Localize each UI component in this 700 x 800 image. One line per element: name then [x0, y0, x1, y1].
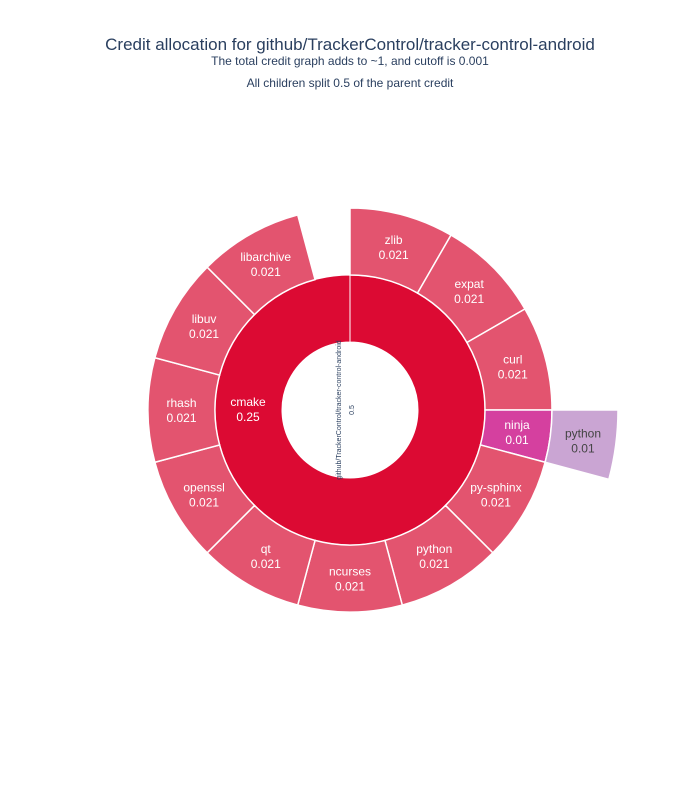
- label-rhash: rhash 0.021: [166, 396, 196, 425]
- label-ninja: ninja 0.01: [504, 418, 530, 447]
- label-curl-value: 0.021: [498, 367, 528, 381]
- segment-rhash[interactable]: [147, 356, 221, 464]
- label-openssl: openssl 0.021: [183, 480, 224, 509]
- label-qt: qt 0.021: [251, 542, 281, 571]
- label-py-sphinx-value: 0.021: [481, 495, 511, 509]
- label-zlib: zlib 0.021: [379, 233, 409, 262]
- label-python-value: 0.021: [419, 557, 449, 571]
- root-segment[interactable]: [282, 342, 418, 478]
- label-qt-value: 0.021: [251, 557, 281, 571]
- label-libuv: libuv 0.021: [189, 312, 219, 341]
- label-libarchive-name: libarchive: [240, 250, 291, 264]
- label-rhash-value: 0.021: [166, 411, 196, 425]
- label-libarchive: libarchive 0.021: [240, 250, 291, 279]
- label-zlib-value: 0.021: [379, 248, 409, 262]
- label-python-name: python: [416, 542, 452, 556]
- label-expat-value: 0.021: [454, 292, 484, 306]
- chart-subtitle-line-2: All children split 0.5 of the parent cre…: [247, 76, 454, 90]
- label-cmake-value: 0.25: [236, 410, 260, 424]
- sunburst-labels: github/TrackerControl/tracker-control-an…: [166, 233, 601, 593]
- label-ncurses: ncurses 0.021: [329, 565, 371, 594]
- label-libuv-name: libuv: [192, 312, 217, 326]
- label-zlib-name: zlib: [385, 233, 403, 247]
- chart-title: Credit allocation for github/TrackerCont…: [105, 35, 595, 54]
- label-rhash-name: rhash: [166, 396, 196, 410]
- label-libuv-value: 0.021: [189, 327, 219, 341]
- label-expat: expat 0.021: [454, 277, 484, 306]
- label-python: python 0.021: [416, 542, 452, 571]
- label-curl: curl 0.021: [498, 352, 528, 381]
- label-expat-name: expat: [454, 277, 484, 291]
- label-openssl-value: 0.021: [189, 495, 219, 509]
- root-label-value: 0.5: [349, 405, 356, 415]
- label-openssl-name: openssl: [183, 480, 224, 494]
- label-python-ninja-child-name: python: [565, 427, 601, 441]
- segment-libarchive[interactable]: [206, 213, 316, 316]
- root-label: github/TrackerControl/tracker-control-an…: [336, 340, 356, 480]
- root-label-name: github/TrackerControl/tracker-control-an…: [336, 340, 343, 480]
- label-python-ninja-child: python 0.01: [565, 427, 601, 456]
- segment-python-ninja-child[interactable]: [544, 409, 619, 481]
- chart-subtitle-line-1: The total credit graph adds to ~1, and c…: [211, 54, 489, 68]
- label-libarchive-value: 0.021: [251, 265, 281, 279]
- label-qt-name: qt: [261, 542, 272, 556]
- label-curl-name: curl: [503, 352, 522, 366]
- label-py-sphinx: py-sphinx 0.021: [470, 480, 521, 509]
- label-py-sphinx-name: py-sphinx: [470, 480, 521, 494]
- label-ninja-name: ninja: [504, 418, 530, 432]
- label-ncurses-value: 0.021: [335, 580, 365, 594]
- sunburst-segments: [147, 207, 619, 613]
- label-ninja-value: 0.01: [505, 433, 529, 447]
- label-cmake-name: cmake: [230, 395, 266, 409]
- label-cmake: cmake 0.25: [230, 395, 266, 424]
- label-ncurses-name: ncurses: [329, 565, 371, 579]
- label-python-ninja-child-value: 0.01: [571, 442, 595, 456]
